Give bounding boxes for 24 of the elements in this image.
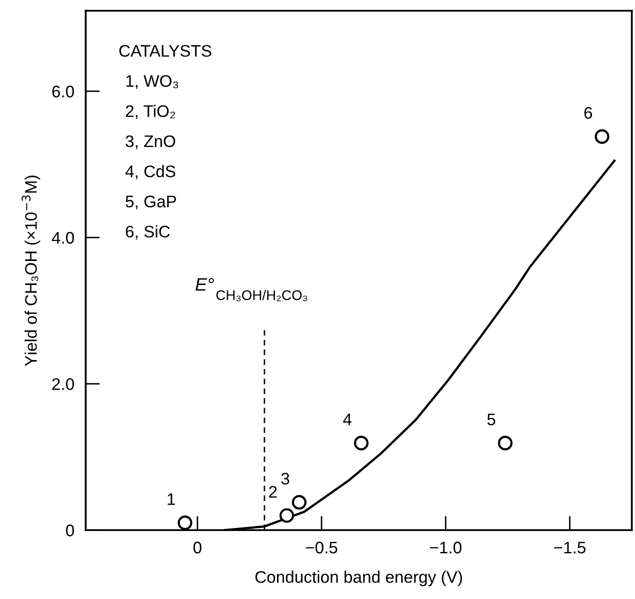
y-tick-label: 0 <box>66 524 74 536</box>
x-tick-label: −0.5 <box>306 542 338 554</box>
annotation: 4, CdS <box>125 165 176 180</box>
annotation: 5, GaP <box>126 196 176 210</box>
annotation: E°CH₃OH/H₂CO₃ <box>196 278 308 302</box>
y-tick-label: 6.0 <box>52 86 74 98</box>
y-tick-label: 2.0 <box>52 378 74 390</box>
annotation: 4 <box>343 414 352 426</box>
x-axis-title: Conduction band energy (V) <box>255 570 462 586</box>
annotation: 2 <box>269 486 277 498</box>
y-tick-label: 4.0 <box>52 232 74 244</box>
annotation: 1 <box>168 493 175 505</box>
annotation: 1, WO₃ <box>126 75 178 89</box>
x-tick-label: −1.0 <box>430 542 462 554</box>
annotation: 2, TiO₂ <box>126 104 176 120</box>
annotation: 6, SiC <box>126 225 170 240</box>
annotation: CATALYSTS <box>119 45 212 57</box>
annotation: 3 <box>281 472 290 485</box>
annotation: 3, ZnO <box>126 135 176 150</box>
x-tick-label: 0 <box>193 542 202 554</box>
y-axis-title: Yield of CH₃OH (×10$^{−3}$M) <box>22 176 40 366</box>
x-tick-label: −1.5 <box>554 542 586 554</box>
annotation: 6 <box>584 107 592 119</box>
annotation: 5 <box>487 414 496 426</box>
